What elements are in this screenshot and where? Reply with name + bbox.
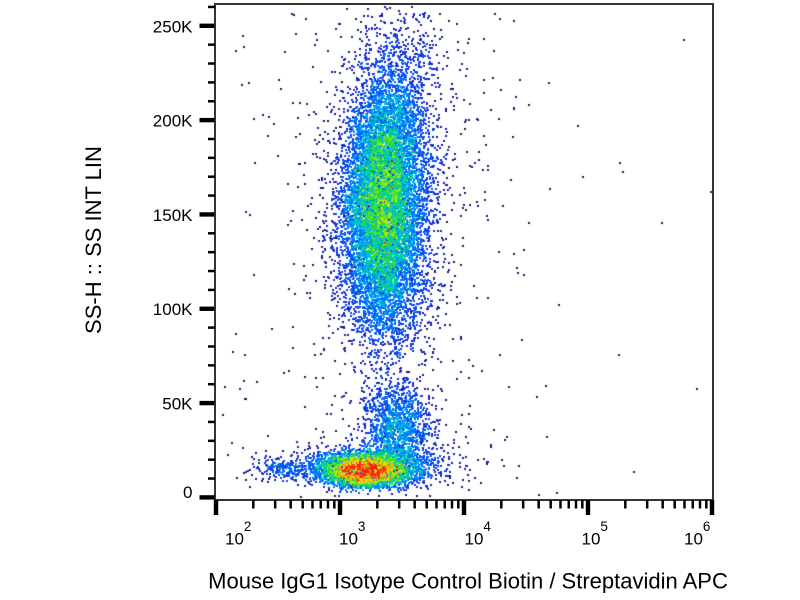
svg-text:106: 106 xyxy=(684,519,710,549)
svg-text:104: 104 xyxy=(465,519,492,549)
svg-text:200K: 200K xyxy=(153,112,193,131)
svg-text:150K: 150K xyxy=(153,206,193,225)
svg-text:250K: 250K xyxy=(153,17,193,36)
svg-text:0: 0 xyxy=(183,483,192,502)
svg-text:50K: 50K xyxy=(162,395,193,414)
svg-text:100K: 100K xyxy=(153,300,193,319)
svg-text:103: 103 xyxy=(339,519,365,549)
svg-text:SS-H :: SS INT LIN: SS-H :: SS INT LIN xyxy=(81,146,106,334)
svg-text:105: 105 xyxy=(582,519,608,549)
svg-text:Mouse IgG1 Isotype Control Bio: Mouse IgG1 Isotype Control Biotin / Stre… xyxy=(208,569,728,594)
svg-text:102: 102 xyxy=(225,519,251,549)
